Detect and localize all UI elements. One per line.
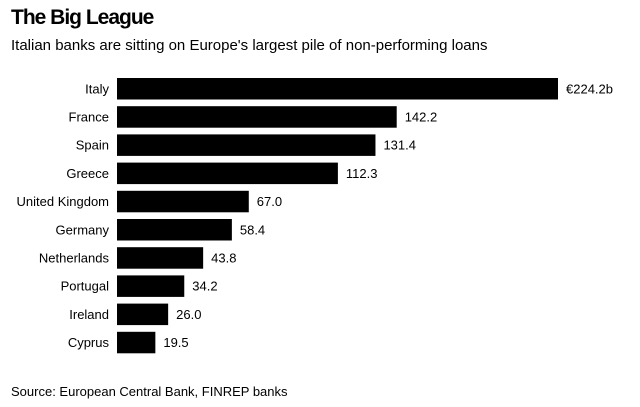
category-label: Portugal — [61, 279, 110, 294]
value-label: 67.0 — [257, 194, 282, 209]
value-label: 43.8 — [211, 250, 236, 265]
value-label: 112.3 — [346, 166, 378, 181]
category-label: Ireland — [69, 307, 109, 322]
bar-france — [117, 106, 397, 128]
category-label: Spain — [76, 138, 109, 153]
source-note: Source: European Central Bank, FINREP ba… — [11, 384, 288, 399]
category-label: United Kingdom — [17, 194, 110, 209]
category-label: Netherlands — [39, 250, 110, 265]
category-label: Italy — [85, 81, 109, 96]
value-label: 131.4 — [383, 138, 416, 153]
category-label: Cyprus — [68, 335, 110, 350]
value-label: 142.2 — [405, 109, 438, 124]
value-label: €224.2b — [566, 81, 613, 96]
bar-portugal — [117, 275, 185, 297]
value-label: 34.2 — [192, 279, 217, 294]
bar-germany — [117, 219, 232, 241]
bar-greece — [117, 162, 338, 185]
bar-united-kingdom — [117, 190, 249, 213]
value-label: 19.5 — [163, 335, 188, 350]
category-label: Greece — [66, 166, 109, 181]
bar-cyprus — [117, 331, 156, 354]
chart-subtitle: Italian banks are sitting on Europe's la… — [11, 37, 488, 54]
chart-title: The Big League — [11, 6, 154, 29]
bar-netherlands — [117, 247, 204, 269]
bar-ireland — [117, 303, 169, 326]
category-label: France — [69, 109, 109, 124]
bar-spain — [117, 134, 376, 156]
bar-italy — [117, 78, 558, 100]
value-label: 26.0 — [176, 307, 201, 322]
category-label: Germany — [56, 222, 110, 237]
value-label: 58.4 — [240, 222, 265, 237]
